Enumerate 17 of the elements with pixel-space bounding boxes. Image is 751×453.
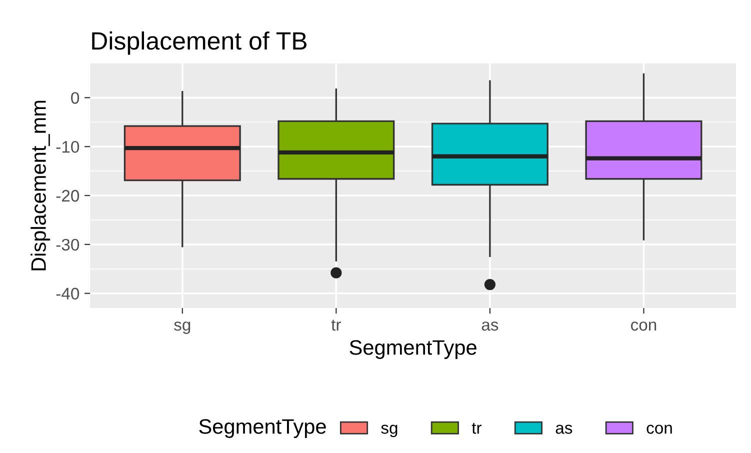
y-tick-label: -40 [56, 288, 80, 300]
legend-title: SegmentType [199, 419, 326, 438]
legend-label: as [556, 424, 572, 434]
x-axis-title: SegmentType [350, 340, 476, 359]
x-tick-label: tr [331, 320, 341, 331]
y-tick-label: -10 [56, 140, 80, 153]
x-tick-label: as [482, 322, 498, 331]
y-tick-label: -20 [56, 190, 80, 202]
legend-label: con [646, 424, 672, 434]
chart-title: Displacement of TB [92, 31, 307, 55]
y-axis-title: Displacement_mm [30, 100, 50, 270]
x-tick-label: sg [174, 322, 190, 334]
legend-label: sg [381, 424, 398, 438]
legend-label: tr [472, 422, 482, 434]
x-tick-label: con [630, 322, 656, 331]
y-tick-label: 0 [71, 92, 80, 104]
y-tick-label: -30 [56, 238, 80, 251]
